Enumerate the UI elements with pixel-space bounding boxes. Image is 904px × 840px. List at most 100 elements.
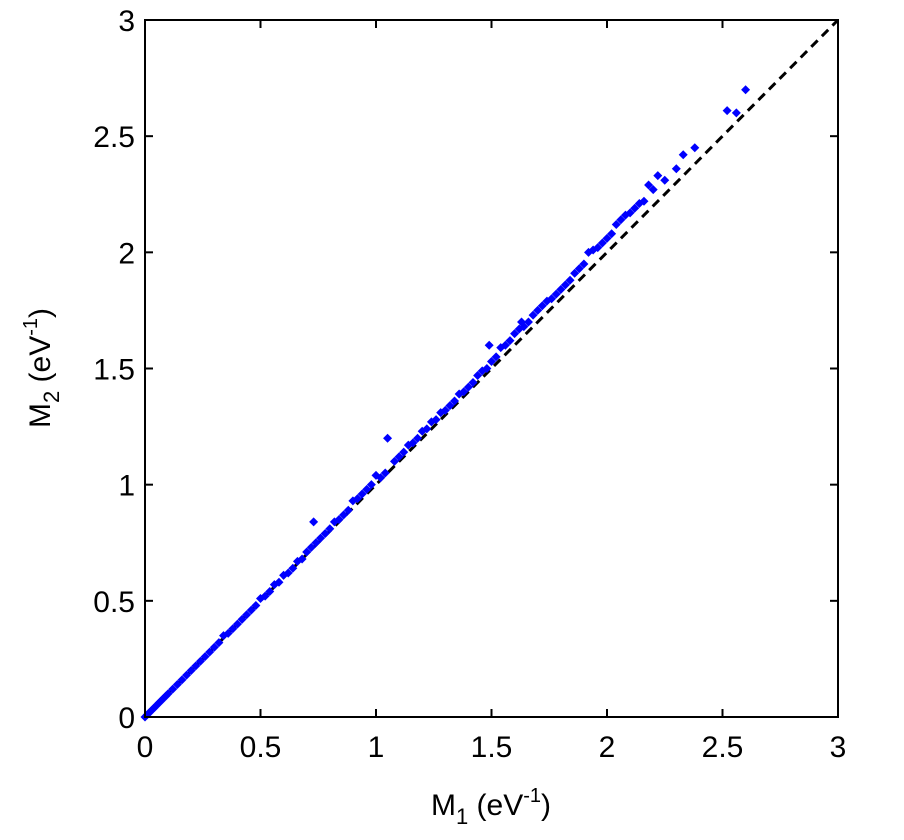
data-point	[200, 652, 210, 662]
data-point	[205, 647, 215, 657]
data-point	[353, 494, 363, 504]
data-point	[625, 208, 635, 218]
data-point	[334, 515, 344, 525]
x-axis-title-base: M	[431, 789, 456, 822]
data-point	[309, 517, 319, 527]
data-point	[311, 538, 321, 548]
data-point	[690, 143, 700, 153]
data-point	[306, 542, 316, 552]
y-tick-label: 1	[118, 470, 135, 503]
data-point	[487, 357, 496, 367]
y-tick-label: 2.5	[93, 121, 135, 154]
data-point	[242, 610, 252, 620]
data-point	[560, 280, 570, 290]
x-axis-title-close: )	[541, 789, 551, 822]
data-point	[491, 352, 501, 362]
x-axis-title-unit: (eV	[468, 789, 523, 822]
data-point	[459, 387, 469, 397]
data-point	[380, 468, 390, 478]
data-point	[556, 285, 566, 295]
data-point	[500, 340, 510, 350]
data-point	[357, 489, 367, 499]
data-point	[537, 301, 547, 311]
data-point	[265, 587, 275, 597]
data-point	[232, 619, 242, 629]
y-axis-title: M2 (eV-1)	[20, 308, 64, 428]
data-point	[209, 642, 219, 652]
data-point	[339, 510, 349, 520]
data-point	[533, 305, 543, 315]
data-point	[389, 456, 399, 466]
data-point	[445, 401, 455, 411]
data-point	[182, 670, 192, 680]
y-tick-label: 0	[118, 702, 135, 735]
data-point	[602, 233, 612, 243]
data-point	[431, 415, 441, 425]
data-point	[172, 679, 182, 689]
data-point	[574, 264, 584, 274]
data-point	[191, 661, 201, 671]
y-axis-title-close: )	[24, 308, 57, 318]
data-point	[731, 108, 741, 118]
data-point	[274, 577, 284, 587]
data-point	[611, 219, 621, 229]
data-point	[214, 638, 224, 648]
data-point	[228, 624, 238, 634]
data-point	[343, 505, 353, 515]
x-tick-label: 1	[368, 731, 385, 764]
y-tick-label: 3	[118, 5, 135, 38]
data-point	[523, 317, 533, 327]
data-point	[283, 568, 293, 578]
data-point	[616, 215, 626, 225]
x-axis-title-sub: 1	[456, 804, 468, 829]
data-point	[195, 656, 205, 666]
data-point	[223, 628, 233, 638]
data-point	[722, 106, 732, 116]
data-point	[383, 433, 393, 443]
data-point	[597, 238, 607, 248]
data-point	[671, 164, 681, 174]
data-point	[528, 310, 538, 320]
data-point	[579, 259, 589, 269]
data-point	[678, 150, 688, 160]
data-point	[450, 396, 460, 406]
y-tick-label: 0.5	[93, 586, 135, 619]
data-point	[302, 547, 312, 557]
data-point	[316, 533, 326, 543]
x-tick-label: 3	[830, 731, 847, 764]
data-point	[593, 243, 603, 253]
data-point	[422, 424, 432, 434]
y-tick-label: 1.5	[93, 354, 135, 387]
x-tick-label: 0	[137, 731, 154, 764]
data-point	[376, 473, 386, 483]
data-point	[630, 203, 640, 213]
data-point	[440, 405, 450, 415]
data-point	[362, 484, 372, 494]
data-point	[644, 180, 654, 190]
data-point	[413, 433, 423, 443]
x-tick-label: 1.5	[471, 731, 513, 764]
data-point	[320, 528, 330, 538]
x-tick-label: 2.5	[702, 731, 744, 764]
y-axis-title-base: M	[24, 403, 57, 428]
data-point	[163, 689, 173, 699]
data-point	[408, 438, 418, 448]
data-point	[366, 480, 376, 490]
data-point	[399, 447, 409, 457]
data-points-layer	[140, 85, 751, 722]
data-point	[288, 563, 298, 573]
data-point	[648, 185, 658, 195]
data-point	[639, 196, 649, 206]
data-point	[510, 329, 520, 339]
data-point	[177, 675, 187, 685]
data-point	[168, 684, 178, 694]
data-point	[325, 524, 335, 534]
y-axis-title-unit: (eV	[24, 336, 57, 391]
data-point	[473, 370, 483, 380]
y-tick-label: 2	[118, 237, 135, 270]
data-point	[519, 322, 529, 332]
data-point	[484, 340, 494, 350]
data-point	[570, 268, 580, 278]
y-axis-title-exp: -1	[20, 318, 42, 336]
data-point	[547, 294, 557, 304]
